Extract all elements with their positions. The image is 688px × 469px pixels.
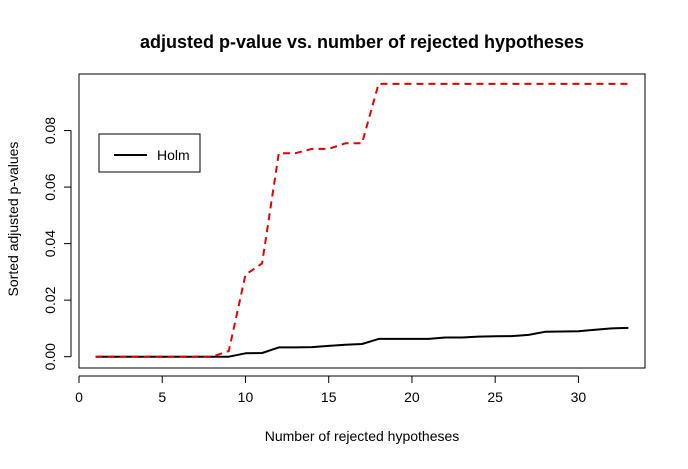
series-holm-line	[95, 326, 629, 358]
x-tick-label: 30	[571, 389, 587, 405]
x-tick-label: 5	[158, 389, 166, 405]
x-tick-label: 25	[487, 389, 503, 405]
legend-box	[98, 133, 201, 173]
plot-area	[78, 73, 646, 369]
series-2-line	[95, 82, 629, 358]
chart-title: adjusted p-value vs. number of rejected …	[140, 32, 584, 52]
y-tick-label: 0.06	[42, 173, 58, 200]
legend: Holm	[98, 133, 201, 173]
legend-holm-label: Holm	[157, 147, 190, 163]
x-tick-label: 0	[75, 389, 83, 405]
x-tick-label: 20	[404, 389, 420, 405]
x-tick-label: 10	[238, 389, 254, 405]
y-tick-label: 0.08	[42, 117, 58, 144]
axes-layer: 0 5 10 15 20 25 30 0.00 0.02 0.04 0.06 0.08	[42, 117, 586, 405]
x-tick-label: 15	[321, 389, 337, 405]
series-layer	[95, 82, 629, 358]
x-axis-label: Number of rejected hypotheses	[265, 428, 460, 444]
y-tick-label: 0.04	[42, 230, 58, 257]
y-axis-label: Sorted adjusted p-values	[5, 142, 21, 297]
y-tick-label: 0.02	[42, 286, 58, 313]
y-tick-label: 0.00	[42, 343, 58, 370]
